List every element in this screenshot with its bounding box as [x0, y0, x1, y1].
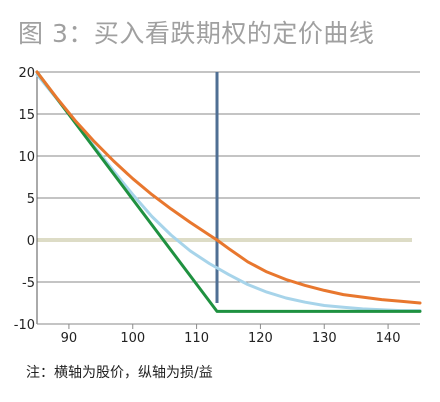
y-tick-label: 10 — [18, 150, 35, 165]
y-tick-label: -10 — [14, 318, 35, 333]
y-tick-label: 15 — [18, 108, 35, 123]
y-tick-label: 20 — [18, 66, 35, 81]
series-line-orange — [35, 70, 422, 305]
x-tick-label: 140 — [376, 331, 401, 346]
series-line-light-blue — [35, 73, 422, 313]
x-tick-label: 130 — [312, 331, 337, 346]
y-tick-label: 5 — [27, 192, 35, 207]
y-tick-label: -5 — [22, 276, 35, 291]
y-tick-label: 0 — [27, 234, 35, 249]
chart-title: 图 3：买入看跌期权的定价曲线 — [18, 19, 375, 48]
chart-note: 注：横轴为股价，纵轴为损/益 — [26, 365, 213, 381]
x-tick-label: 110 — [184, 331, 209, 346]
x-tick-label: 90 — [61, 331, 78, 346]
x-tick-label: 100 — [120, 331, 145, 346]
series-line-green — [35, 70, 422, 313]
x-tick-label: 120 — [248, 331, 273, 346]
